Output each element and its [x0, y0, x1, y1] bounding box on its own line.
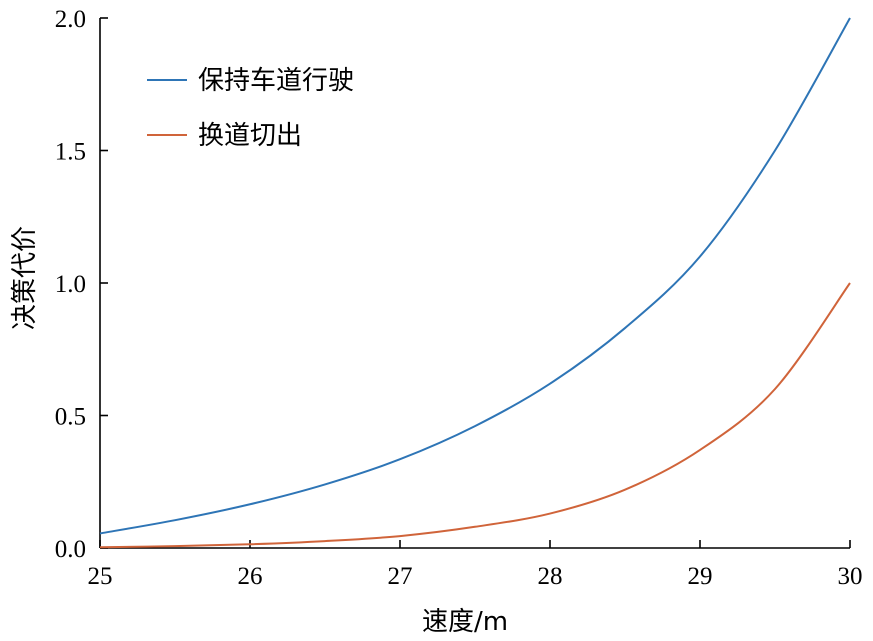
- x-tick-label: 27: [388, 563, 413, 590]
- y-axis-title: 决策代价: [10, 226, 40, 330]
- y-tick-label: 2.0: [55, 6, 86, 33]
- x-tick-label: 29: [688, 563, 713, 590]
- x-tick-label: 25: [88, 563, 113, 590]
- x-tick-label: 28: [538, 563, 563, 590]
- legend-label-1: 保持车道行驶: [198, 66, 354, 96]
- x-tick-label: 26: [238, 563, 263, 590]
- series-line-1: [99, 17, 851, 535]
- series-line-2: [99, 282, 851, 549]
- axes: 25 26 27 28 29 30 0.0 0.5 1.0 1.5 2.0: [55, 6, 863, 590]
- x-tick-label: 30: [838, 563, 863, 590]
- x-axis-title: 速度/m: [422, 607, 508, 637]
- y-ticks: 0.0 0.5 1.0 1.5 2.0: [55, 6, 108, 563]
- legend-label-2: 换道切出: [198, 121, 302, 151]
- series-lines: [99, 17, 851, 549]
- y-tick-label: 0.0: [55, 536, 86, 563]
- y-tick-label: 1.5: [55, 139, 86, 166]
- y-tick-label: 0.5: [55, 404, 86, 431]
- x-ticks: 25 26 27 28 29 30: [88, 540, 863, 590]
- y-tick-label: 1.0: [55, 271, 86, 298]
